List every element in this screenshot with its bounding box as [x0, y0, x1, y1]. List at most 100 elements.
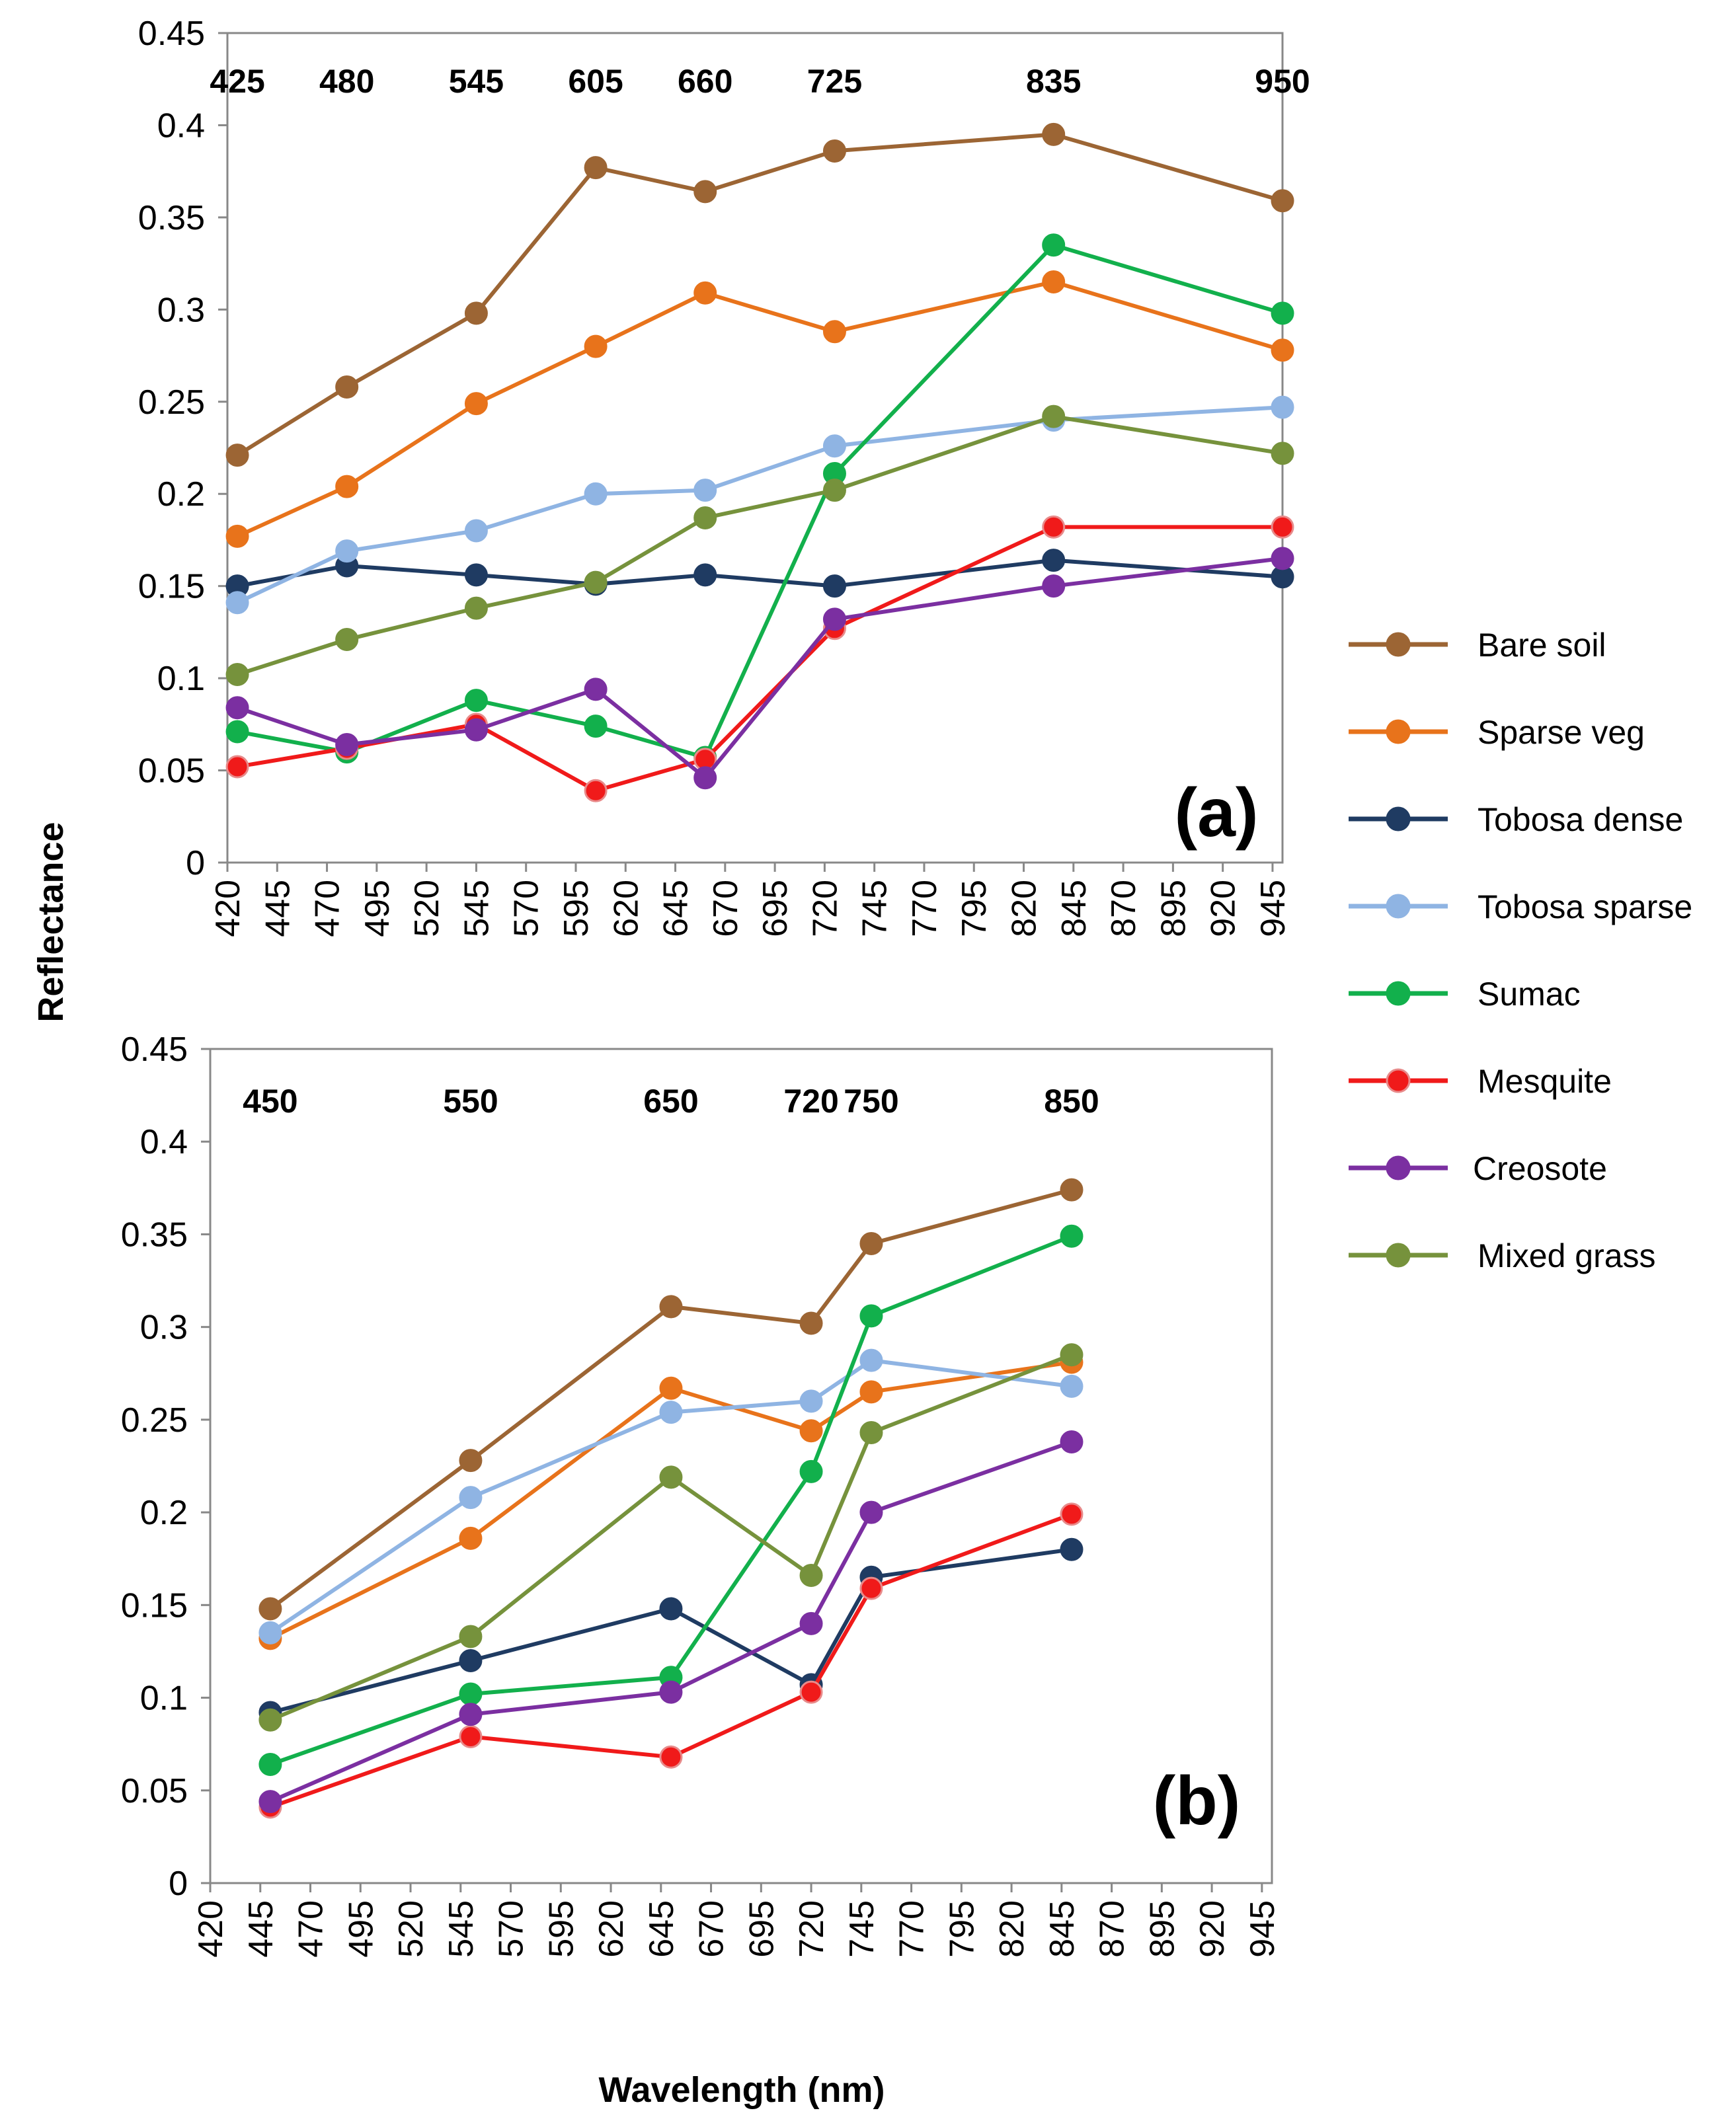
data-point-sumac [459, 1682, 483, 1706]
series-line-creosote [269, 1440, 1072, 1804]
data-point-mixed-grass [799, 1563, 823, 1587]
data-point-creosote [1060, 1430, 1084, 1454]
x-tick-label: 545 [457, 880, 496, 937]
data-point-sparse-veg [584, 334, 608, 358]
data-point-creosote [459, 1703, 483, 1726]
x-tick-label: 820 [993, 1900, 1031, 1958]
y-tick-label: 0.2 [140, 1494, 188, 1532]
x-tick-label: 445 [242, 1900, 280, 1958]
data-point-creosote [1042, 574, 1066, 598]
y-tick-label: 0.35 [121, 1216, 188, 1254]
series-bare-soil [258, 1178, 1084, 1621]
panel-b-label: (b) [1153, 1763, 1241, 1839]
data-point-bare-soil [859, 1231, 883, 1255]
data-point-tobosa-sparse [335, 539, 359, 563]
legend-item-tobosa-sparse: Tobosa sparse [1349, 888, 1692, 925]
data-point-sparse-veg [659, 1376, 683, 1400]
data-point-mesquite [1271, 515, 1294, 539]
y-tick-label: 0.35 [138, 199, 205, 237]
x-tick-label: 645 [657, 880, 695, 937]
x-tick-label: 820 [1006, 880, 1044, 937]
x-tick-label: 720 [806, 880, 844, 937]
series-line-creosote [237, 556, 1283, 780]
y-axis-title: Reflectance [31, 822, 71, 1022]
data-point-creosote [584, 677, 608, 701]
x-tick-label: 620 [592, 1900, 631, 1958]
series-creosote [258, 1430, 1084, 1814]
y-tick-label: 0.3 [157, 291, 205, 329]
series-line-sparse-veg [236, 280, 1283, 539]
legend-label: Tobosa dense [1478, 801, 1683, 838]
data-point-sumac [859, 1304, 883, 1328]
data-point-tobosa-sparse [659, 1401, 683, 1424]
series-mixed-grass [225, 405, 1294, 687]
band-label-425: 425 [210, 63, 264, 100]
x-tick-label: 870 [1105, 880, 1143, 937]
legend-label: Sumac [1478, 976, 1581, 1013]
legend-swatch-marker [1386, 806, 1411, 831]
data-point-sparse-veg [859, 1380, 883, 1404]
y-tick-label: 0.15 [121, 1586, 188, 1625]
legend-label: Tobosa sparse [1478, 888, 1692, 925]
x-tick-label: 745 [843, 1900, 881, 1958]
data-point-creosote [225, 696, 249, 720]
series-line-sumac [269, 1234, 1073, 1767]
data-point-creosote [859, 1500, 883, 1524]
data-point-tobosa-dense [464, 563, 488, 587]
band-label-450: 450 [243, 1083, 297, 1120]
data-point-bare-soil [1060, 1178, 1084, 1202]
data-point-mesquite [799, 1680, 823, 1704]
data-point-tobosa-sparse [859, 1348, 883, 1372]
data-point-mesquite [659, 1745, 683, 1769]
series-line-bare-soil [269, 1188, 1072, 1611]
x-tick-label: 720 [793, 1900, 831, 1958]
panel-b-series [258, 1178, 1084, 1819]
x-tick-label: 870 [1093, 1900, 1132, 1958]
legend-label: Creosote [1473, 1150, 1607, 1187]
panel-b-plot-frame [209, 1048, 1273, 1884]
x-tick-label: 420 [209, 880, 247, 937]
data-point-bare-soil [258, 1597, 282, 1621]
data-point-creosote [799, 1611, 823, 1635]
x-tick-label: 520 [408, 880, 446, 937]
y-tick-label: 0.45 [138, 15, 205, 53]
legend-item-mixed-grass: Mixed grass [1349, 1237, 1656, 1274]
series-line-tobosa-dense [270, 1547, 1072, 1715]
data-point-tobosa-sparse [584, 482, 608, 506]
band-label-650: 650 [643, 1083, 698, 1120]
series-line-tobosa-sparse [236, 405, 1283, 605]
x-tick-label: 795 [943, 1900, 981, 1958]
data-point-creosote [693, 766, 717, 790]
x-tick-label: 495 [358, 880, 397, 937]
x-tick-label: 470 [292, 1900, 331, 1958]
x-tick-label: 920 [1204, 880, 1243, 937]
legend-item-bare-soil: Bare soil [1349, 627, 1606, 664]
y-tick-label: 0 [186, 844, 205, 882]
data-point-tobosa-sparse [464, 519, 488, 543]
data-point-mesquite [225, 755, 249, 779]
series-line-mesquite [237, 525, 1282, 793]
x-tick-label: 945 [1254, 880, 1292, 937]
legend-swatch-marker [1386, 719, 1411, 744]
x-tick-label: 570 [508, 880, 546, 937]
data-point-bare-soil [659, 1295, 683, 1319]
data-point-bare-soil [584, 156, 608, 180]
data-point-tobosa-dense [659, 1597, 683, 1621]
x-tick-label: 695 [756, 880, 795, 937]
y-tick-label: 0 [169, 1865, 188, 1903]
x-tick-label: 795 [955, 880, 994, 937]
data-point-mixed-grass [1060, 1343, 1084, 1367]
legend-swatch-marker [1386, 632, 1411, 657]
data-point-mixed-grass [258, 1708, 282, 1732]
data-point-mixed-grass [1271, 442, 1294, 465]
data-point-tobosa-dense [693, 563, 717, 587]
series-line-mixed-grass [237, 414, 1283, 677]
legend-item-sumac: Sumac [1349, 976, 1581, 1013]
legend-swatch-marker [1386, 1068, 1411, 1093]
series-bare-soil [225, 122, 1294, 467]
x-tick-label: 895 [1143, 1900, 1181, 1958]
panel-a-label: (a) [1174, 775, 1258, 851]
data-point-sparse-veg [693, 281, 717, 305]
data-point-tobosa-sparse [693, 479, 717, 502]
x-tick-label: 470 [309, 880, 347, 937]
